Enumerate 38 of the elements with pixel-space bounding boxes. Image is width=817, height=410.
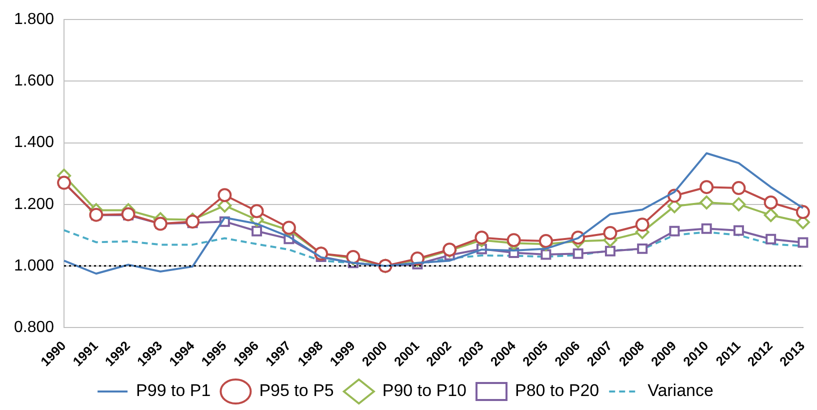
legend-label: P80 to P20 <box>515 381 600 400</box>
point <box>732 181 746 196</box>
point <box>700 180 714 194</box>
point <box>700 196 714 210</box>
point <box>506 233 521 248</box>
point <box>637 243 648 254</box>
point <box>604 246 616 256</box>
y-tick-label: 0.800 <box>14 318 54 336</box>
point <box>669 226 680 236</box>
point <box>635 218 650 232</box>
legend-label: P99 to P1 <box>136 381 211 400</box>
point <box>121 207 136 222</box>
point <box>282 220 296 235</box>
point <box>732 197 746 212</box>
y-tick-label: 1.400 <box>14 134 54 152</box>
point <box>764 208 778 222</box>
point <box>766 234 776 244</box>
point <box>186 214 200 229</box>
point <box>572 248 584 259</box>
y-tick-label: 1.200 <box>14 196 54 213</box>
point <box>218 188 232 202</box>
legend-label: Variance <box>648 381 714 400</box>
y-tick-label: 1.600 <box>14 72 54 90</box>
point <box>764 196 778 210</box>
y-tick-label: 1.800 <box>14 11 54 28</box>
legend-label: P95 to P5 <box>259 381 334 400</box>
point <box>540 249 552 260</box>
point <box>733 225 744 236</box>
point <box>474 230 489 245</box>
y-tick-label: 1.000 <box>14 257 54 274</box>
point <box>603 226 618 240</box>
point <box>538 234 553 248</box>
point <box>798 237 808 248</box>
point <box>796 205 810 220</box>
legend-label: P90 to P10 <box>382 381 467 400</box>
point <box>250 204 264 218</box>
point <box>252 226 262 236</box>
point <box>701 223 712 234</box>
